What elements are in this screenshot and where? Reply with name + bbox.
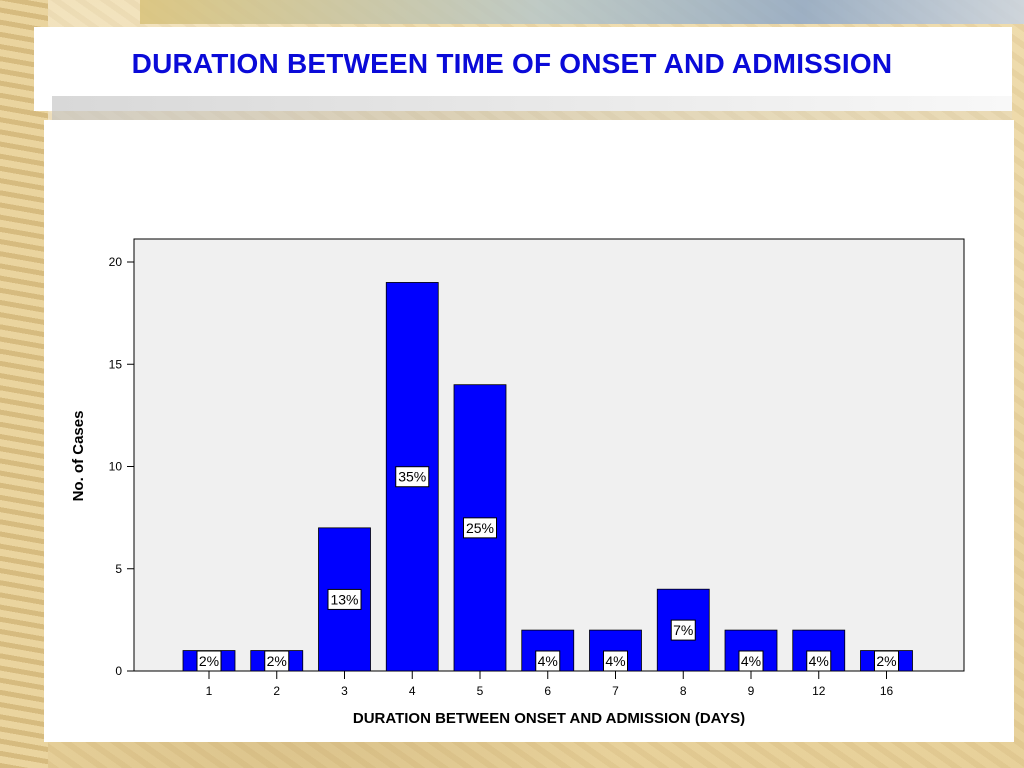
data-label-text: 7% bbox=[673, 622, 693, 638]
x-axis: 1 2 3 4 5 6 7 8 9 12 16 bbox=[206, 671, 894, 698]
x-tick-label: 7 bbox=[612, 684, 619, 698]
data-label-box bbox=[327, 588, 362, 610]
data-label-5: 25% bbox=[463, 517, 497, 539]
data-label-text: 2% bbox=[199, 653, 219, 669]
x-tick-label: 5 bbox=[477, 684, 484, 698]
y-axis: 0 5 10 15 20 bbox=[109, 255, 134, 678]
x-tick-label: 6 bbox=[544, 684, 551, 698]
data-label-box bbox=[738, 650, 764, 672]
slide-left-decor-strip bbox=[0, 0, 48, 768]
slide-top-decor-strip bbox=[140, 0, 1024, 24]
data-label-12: 4% bbox=[806, 650, 832, 672]
data-label-6: 4% bbox=[535, 650, 561, 672]
x-tick-label: 3 bbox=[341, 684, 348, 698]
data-label-box bbox=[264, 650, 290, 672]
slide-title: DURATION BETWEEN TIME OF ONSET AND ADMIS… bbox=[131, 48, 893, 79]
data-label-16: 2% bbox=[874, 650, 899, 672]
y-tick-label: 5 bbox=[115, 562, 122, 576]
data-label-text: 35% bbox=[398, 469, 426, 485]
y-axis-title: No. of Cases bbox=[70, 411, 87, 502]
data-label-box bbox=[874, 650, 899, 672]
x-tick-label: 1 bbox=[206, 684, 213, 698]
data-label-3: 13% bbox=[327, 588, 362, 610]
data-label-9: 4% bbox=[738, 650, 764, 672]
x-tick-label: 8 bbox=[680, 684, 687, 698]
data-label-text: 25% bbox=[466, 520, 494, 536]
data-label-box bbox=[395, 466, 430, 488]
data-label-box bbox=[603, 650, 628, 672]
y-tick-label: 0 bbox=[115, 664, 122, 678]
x-tick-label: 16 bbox=[880, 684, 894, 698]
data-label-8: 7% bbox=[670, 619, 696, 641]
plot-area bbox=[133, 238, 965, 672]
x-tick-label: 4 bbox=[409, 684, 416, 698]
x-tick-label: 9 bbox=[748, 684, 755, 698]
data-label-text: 4% bbox=[538, 653, 558, 669]
x-tick-label: 12 bbox=[812, 684, 826, 698]
data-label-box bbox=[670, 619, 696, 641]
title-shadow-band bbox=[52, 96, 1012, 120]
data-label-text: 13% bbox=[330, 591, 358, 607]
data-label-text: 4% bbox=[809, 653, 829, 669]
data-label-7: 4% bbox=[603, 650, 628, 672]
data-label-text: 4% bbox=[741, 653, 761, 669]
y-tick-label: 10 bbox=[109, 460, 123, 474]
data-label-text: 4% bbox=[605, 653, 625, 669]
data-label-text: 2% bbox=[876, 653, 896, 669]
data-label-4: 35% bbox=[395, 466, 430, 488]
x-tick-label: 2 bbox=[273, 684, 280, 698]
y-tick-label: 15 bbox=[109, 357, 123, 371]
data-label-1: 2% bbox=[196, 650, 222, 672]
data-label-2: 2% bbox=[264, 650, 290, 672]
bar-data-labels: 2% 2% 13% 35% 25% 4% 4% 7% 4% 4% 2% bbox=[196, 466, 899, 672]
y-tick-label: 20 bbox=[109, 255, 123, 269]
data-label-box bbox=[806, 650, 832, 672]
data-label-text: 2% bbox=[267, 653, 287, 669]
data-label-box bbox=[535, 650, 561, 672]
x-axis-title: DURATION BETWEEN ONSET AND ADMISSION (DA… bbox=[353, 710, 745, 727]
data-label-box bbox=[196, 650, 222, 672]
data-label-box bbox=[463, 517, 497, 539]
